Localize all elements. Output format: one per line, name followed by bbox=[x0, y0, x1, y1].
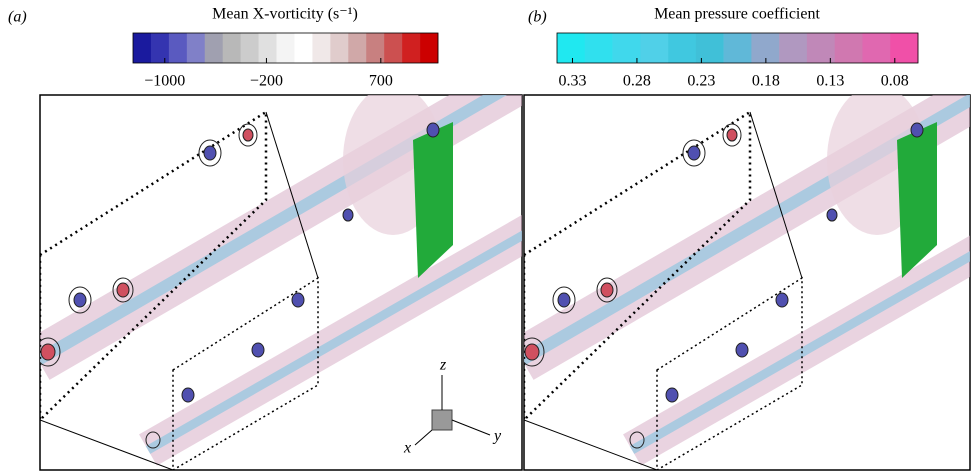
colorbar-segment bbox=[258, 33, 277, 63]
colorbar-segment bbox=[384, 33, 403, 63]
colorbar-segment bbox=[150, 33, 170, 63]
panel-label: (a) bbox=[8, 9, 27, 26]
colorbar-segment bbox=[640, 33, 669, 63]
colorbar-segment bbox=[222, 33, 241, 63]
colorbar-tick-label: 0.28 bbox=[623, 73, 651, 90]
colorbar-segment bbox=[312, 33, 331, 63]
colorbar-segment bbox=[668, 33, 697, 63]
colorbar-segment bbox=[133, 33, 152, 63]
axis-label: y bbox=[492, 428, 502, 445]
colorbar-segment bbox=[420, 33, 439, 63]
rendered-flow bbox=[520, 70, 975, 470]
colorbar-tick-label: 0.23 bbox=[687, 73, 715, 90]
colorbar-segment bbox=[402, 33, 421, 63]
colorbar-frame bbox=[132, 32, 439, 64]
colorbar-title: Mean X-vorticity (s⁻¹) bbox=[212, 6, 358, 23]
colorbar-tick-label: 0.18 bbox=[752, 73, 780, 90]
colorbar-segment bbox=[276, 33, 295, 63]
colorbar-tick-label: 0.33 bbox=[558, 73, 586, 90]
colorbar-segment bbox=[723, 33, 752, 63]
colorbar-segment bbox=[294, 33, 313, 63]
colorbar-tick-label: −200 bbox=[250, 73, 283, 90]
colorbar-segment bbox=[612, 33, 641, 63]
axis-label: x bbox=[403, 440, 411, 457]
panel-frame bbox=[39, 94, 523, 471]
colorbar-segment bbox=[204, 33, 224, 63]
panel-frame bbox=[523, 94, 971, 471]
axes-triad: z x y bbox=[403, 357, 502, 457]
colorbar-segment bbox=[348, 33, 367, 63]
colorbar-segment bbox=[168, 33, 188, 63]
colorbar-title: Mean pressure coefficient bbox=[654, 6, 820, 23]
colorbar-tick-label: −1000 bbox=[144, 73, 185, 90]
colorbar-segment bbox=[330, 33, 349, 63]
colorbar-segment bbox=[366, 33, 385, 63]
colorbar-segment bbox=[834, 33, 863, 63]
colorbar-tick-label: 0.13 bbox=[816, 73, 844, 90]
axis-label: z bbox=[439, 357, 447, 374]
colorbar-segment bbox=[240, 33, 259, 63]
colorbar-segment bbox=[695, 33, 724, 63]
colorbar-segment bbox=[862, 33, 891, 63]
colorbar-segment bbox=[584, 33, 613, 63]
panel-label: (b) bbox=[528, 9, 547, 26]
rendered-flow bbox=[36, 70, 558, 470]
colorbar-segment bbox=[186, 33, 206, 63]
colorbar-tick-label: 0.08 bbox=[881, 73, 909, 90]
colorbar-segment bbox=[557, 33, 586, 63]
colorbar-tick-label: 700 bbox=[369, 73, 393, 90]
colorbar-frame bbox=[556, 32, 919, 64]
colorbar-segment bbox=[779, 33, 808, 63]
